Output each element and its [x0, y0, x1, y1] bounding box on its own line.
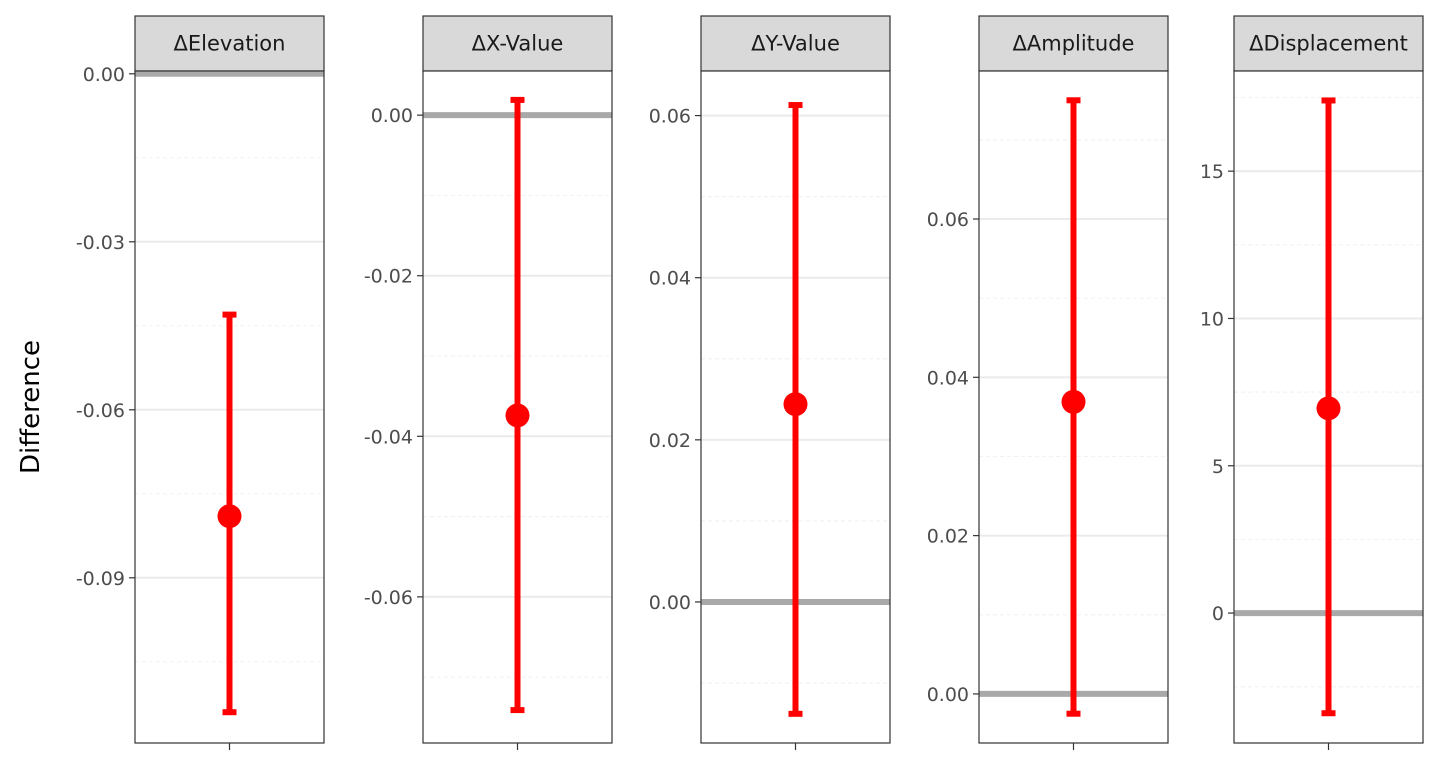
y-tick-label: 0.06 [927, 209, 969, 231]
strip-title: ΔAmplitude [1013, 32, 1135, 56]
strip-title: ΔElevation [174, 32, 286, 56]
y-tick-label: -0.09 [76, 568, 125, 590]
y-tick-label: 15 [1200, 161, 1224, 183]
y-tick-label: 0.00 [927, 684, 969, 706]
panel-2: ΔX-Value 0.00 -0.02 -0.04 -0.06 [364, 15, 613, 750]
strip-title: ΔX-Value [472, 32, 564, 56]
strip-title: ΔDisplacement [1249, 32, 1408, 56]
y-tick-label: 5 [1212, 456, 1224, 478]
estimate-point [783, 392, 808, 417]
panel-5: ΔDisplacement 0 5 10 15 [1200, 15, 1424, 750]
estimate-point [505, 403, 530, 428]
panel-3: ΔY-Value 0.00 0.02 0.04 0.06 [649, 15, 891, 750]
strip-background [978, 15, 1169, 72]
estimate-point [217, 504, 242, 529]
strip-title: ΔY-Value [751, 32, 840, 56]
y-tick-label: 0.04 [649, 268, 691, 290]
panels: ΔElevation 0.00 -0.03 -0.06 -0.09 ΔX-Value 0.0… [76, 15, 1424, 750]
y-axis-label: Difference [16, 340, 46, 474]
y-tick-label: -0.06 [364, 587, 413, 609]
y-tick-label: 0.02 [927, 526, 969, 548]
y-tick-label: 0 [1212, 603, 1224, 625]
estimate-point [1316, 396, 1341, 421]
y-tick-label: -0.02 [364, 266, 413, 288]
y-tick-label: 0.00 [649, 592, 691, 614]
strip-background [1233, 15, 1424, 72]
y-tick-label: -0.06 [76, 400, 125, 422]
y-tick-label: 0.02 [649, 430, 691, 452]
y-tick-label: 0.00 [83, 64, 125, 86]
y-tick-label: 10 [1200, 308, 1224, 330]
y-tick-label: -0.04 [364, 426, 413, 448]
panel-4: ΔAmplitude 0.00 0.02 0.04 0.06 [927, 15, 1169, 750]
panel-1: ΔElevation 0.00 -0.03 -0.06 -0.09 [76, 15, 325, 750]
y-tick-label: 0.06 [649, 106, 691, 128]
strip-background [134, 15, 325, 72]
y-tick-label: 0.00 [371, 105, 413, 127]
estimate-point [1061, 389, 1086, 414]
y-tick-label: 0.04 [927, 367, 969, 389]
strip-background [700, 15, 891, 72]
strip-background [422, 15, 613, 72]
y-tick-label: -0.03 [76, 232, 125, 254]
